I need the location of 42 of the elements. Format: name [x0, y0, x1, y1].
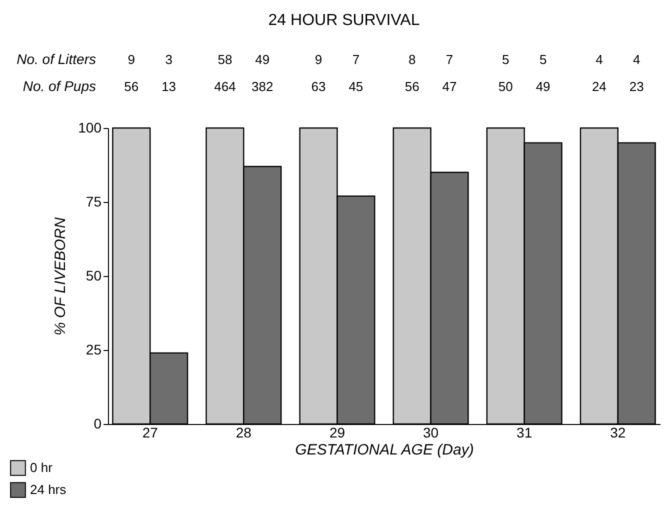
text: 50: [498, 79, 513, 94]
y-tick-label: 0: [94, 416, 102, 432]
text: 5: [539, 52, 547, 67]
y-tick-label: 100: [78, 120, 102, 136]
text: 4: [596, 52, 603, 67]
text: 49: [255, 52, 270, 67]
text: 49: [536, 79, 550, 94]
text: No. of Litters: [16, 51, 96, 67]
y-tick-label: 25: [86, 342, 102, 358]
text: 23: [629, 79, 644, 94]
text: 9: [314, 52, 322, 67]
x-tick-label: 28: [236, 424, 252, 440]
text: 4: [632, 52, 640, 67]
legend-label: 0 hr: [30, 460, 54, 475]
text: 3: [165, 52, 172, 67]
x-axis-title: GESTATIONAL AGE (Day): [295, 442, 474, 458]
text: 63: [311, 79, 326, 94]
x-tick-label: 32: [610, 424, 626, 440]
text: 8: [408, 52, 416, 67]
text: 24: [592, 79, 606, 94]
y-axis-title: % OF LIVEBORN: [52, 217, 70, 336]
text: 7: [352, 52, 360, 67]
text: 464: [214, 79, 236, 94]
text: 56: [404, 79, 420, 94]
x-tick-label: 31: [516, 424, 532, 440]
y-tick-label: 75: [86, 194, 102, 210]
text: 7: [446, 52, 454, 67]
text: 58: [218, 52, 232, 67]
x-tick-label: 30: [422, 424, 439, 440]
y-tick-label: 50: [86, 268, 102, 284]
chart-title: 24 HOUR SURVIVAL: [268, 12, 420, 29]
x-tick-label: 29: [329, 424, 346, 440]
x-tick-label: 27: [142, 424, 158, 440]
text: 56: [124, 79, 139, 94]
text: 382: [252, 79, 274, 94]
text: 45: [348, 79, 364, 94]
legend-label: 24 hrs: [30, 482, 67, 497]
text: 9: [128, 52, 136, 67]
text: 47: [442, 79, 457, 94]
text: 13: [162, 79, 176, 94]
text: 5: [502, 52, 510, 67]
text: No. of Pups: [22, 78, 96, 94]
